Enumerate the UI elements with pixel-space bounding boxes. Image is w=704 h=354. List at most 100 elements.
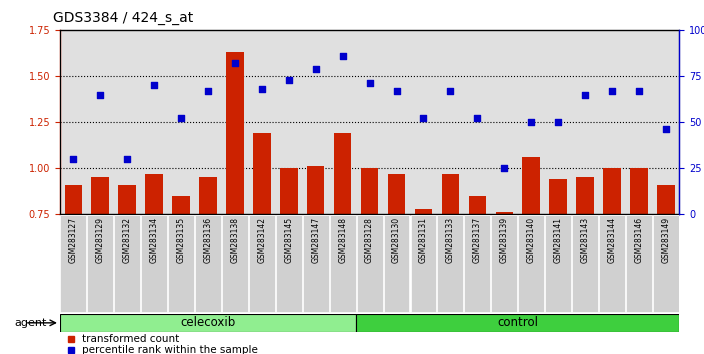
FancyBboxPatch shape	[465, 215, 490, 312]
Text: control: control	[497, 316, 539, 329]
FancyBboxPatch shape	[384, 215, 410, 312]
Point	[230, 61, 241, 66]
Point	[579, 92, 591, 97]
Text: GSM283148: GSM283148	[338, 217, 347, 263]
Text: GSM283136: GSM283136	[203, 217, 213, 263]
Bar	[657, 185, 674, 214]
Bar	[603, 168, 621, 214]
Point	[445, 88, 456, 94]
FancyBboxPatch shape	[87, 215, 113, 312]
Text: GSM283129: GSM283129	[96, 217, 105, 263]
Text: GSM283132: GSM283132	[122, 217, 132, 263]
FancyBboxPatch shape	[599, 215, 625, 312]
Bar	[388, 174, 406, 214]
Point	[364, 81, 375, 86]
FancyBboxPatch shape	[437, 215, 463, 312]
FancyBboxPatch shape	[222, 215, 248, 312]
Point	[391, 88, 402, 94]
Bar	[361, 168, 378, 214]
FancyBboxPatch shape	[626, 215, 652, 312]
Bar	[118, 185, 136, 214]
Point	[472, 116, 483, 121]
Text: GSM283146: GSM283146	[634, 217, 643, 263]
Text: GSM283128: GSM283128	[365, 217, 374, 263]
Text: GDS3384 / 424_s_at: GDS3384 / 424_s_at	[53, 11, 193, 25]
Bar	[199, 177, 217, 214]
FancyBboxPatch shape	[303, 215, 329, 312]
Point	[256, 86, 268, 92]
Text: GSM283145: GSM283145	[284, 217, 294, 263]
FancyBboxPatch shape	[114, 215, 140, 312]
Bar	[172, 196, 190, 214]
Bar	[469, 196, 486, 214]
Bar	[549, 179, 567, 214]
Text: GSM283127: GSM283127	[69, 217, 78, 263]
Text: GSM283134: GSM283134	[150, 217, 158, 263]
FancyBboxPatch shape	[249, 215, 275, 312]
Text: GSM283141: GSM283141	[553, 217, 562, 263]
Bar	[496, 212, 513, 214]
FancyBboxPatch shape	[518, 215, 544, 312]
Bar	[253, 133, 270, 214]
Point	[94, 92, 106, 97]
Text: agent: agent	[14, 318, 46, 328]
FancyBboxPatch shape	[491, 215, 517, 312]
Text: GSM283137: GSM283137	[473, 217, 482, 263]
Point	[283, 77, 294, 82]
Text: GSM283144: GSM283144	[608, 217, 617, 263]
Text: GSM283147: GSM283147	[311, 217, 320, 263]
Bar	[65, 185, 82, 214]
Point	[526, 119, 537, 125]
FancyBboxPatch shape	[357, 215, 382, 312]
Point	[202, 88, 213, 94]
Bar	[92, 177, 109, 214]
Point	[553, 119, 564, 125]
Bar	[577, 177, 594, 214]
Point	[337, 53, 348, 59]
FancyBboxPatch shape	[653, 215, 679, 312]
FancyBboxPatch shape	[60, 314, 356, 332]
FancyBboxPatch shape	[572, 215, 598, 312]
Text: GSM283133: GSM283133	[446, 217, 455, 263]
Text: GSM283143: GSM283143	[581, 217, 589, 263]
Point	[310, 66, 321, 72]
Bar	[334, 133, 351, 214]
FancyBboxPatch shape	[329, 215, 356, 312]
Text: GSM283131: GSM283131	[419, 217, 428, 263]
Text: GSM283139: GSM283139	[500, 217, 509, 263]
Text: GSM283149: GSM283149	[661, 217, 670, 263]
Bar	[145, 174, 163, 214]
FancyBboxPatch shape	[61, 215, 86, 312]
Text: GSM283140: GSM283140	[527, 217, 536, 263]
Point	[606, 88, 617, 94]
Point	[149, 82, 160, 88]
Text: celecoxib: celecoxib	[180, 316, 236, 329]
Point	[175, 116, 187, 121]
Bar	[307, 166, 325, 214]
FancyBboxPatch shape	[410, 215, 436, 312]
FancyBboxPatch shape	[195, 215, 221, 312]
Point	[68, 156, 79, 162]
Bar	[630, 168, 648, 214]
Text: GSM283142: GSM283142	[258, 217, 266, 263]
Point	[418, 116, 429, 121]
Text: GSM283135: GSM283135	[177, 217, 186, 263]
FancyBboxPatch shape	[142, 215, 167, 312]
FancyBboxPatch shape	[276, 215, 302, 312]
Bar	[280, 168, 298, 214]
Text: percentile rank within the sample: percentile rank within the sample	[82, 344, 258, 354]
FancyBboxPatch shape	[545, 215, 571, 312]
Bar	[226, 52, 244, 214]
Point	[634, 88, 645, 94]
Point	[498, 165, 510, 171]
Bar	[441, 174, 459, 214]
Text: GSM283138: GSM283138	[230, 217, 239, 263]
Point	[122, 156, 133, 162]
FancyBboxPatch shape	[168, 215, 194, 312]
FancyBboxPatch shape	[356, 314, 679, 332]
Point	[660, 127, 672, 132]
Text: GSM283130: GSM283130	[392, 217, 401, 263]
Bar	[522, 157, 540, 214]
Text: transformed count: transformed count	[82, 333, 179, 344]
Bar	[415, 209, 432, 214]
